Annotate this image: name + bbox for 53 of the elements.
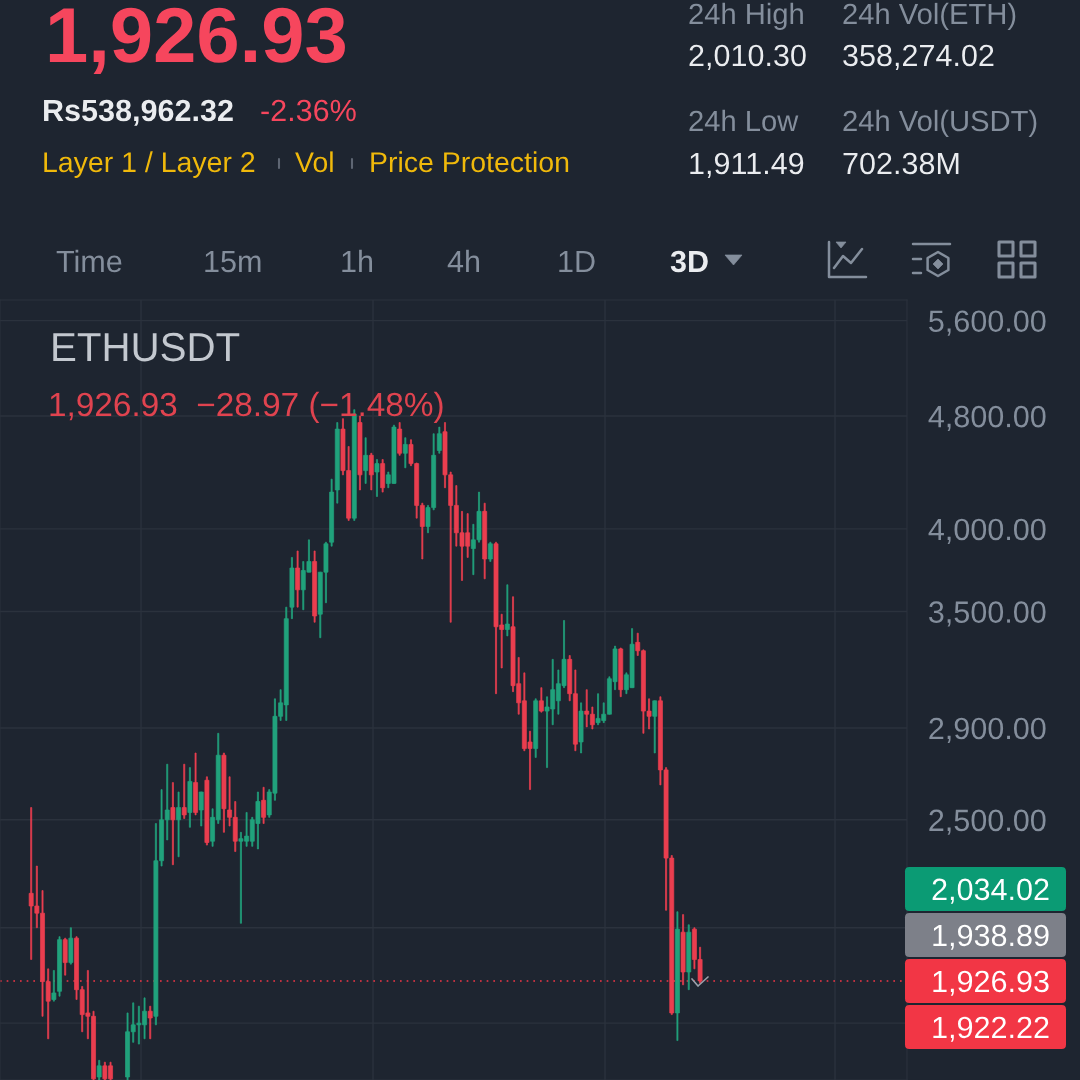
text: 4h (447, 249, 479, 272)
candlestick (181, 763, 187, 819)
y-tick-label: 3,500.00 (929, 601, 1046, 627)
text: 1,938.89 (933, 924, 1049, 950)
candlestick (436, 426, 442, 454)
text: 24h Low (689, 109, 799, 132)
candlestick (538, 687, 544, 713)
y-tick-label: 5,600.00 (929, 310, 1046, 336)
text: 1,926.93 (49, 7, 345, 75)
y-tick-label: 2,900.00 (929, 717, 1046, 743)
candlestick (368, 452, 374, 491)
text: ETHUSDT (53, 332, 240, 362)
text: 702.38M (843, 152, 959, 175)
candlestick (193, 752, 198, 816)
candlestick (170, 782, 176, 866)
text: 1,926.93 −28.97 (−1.48%) (50, 391, 443, 423)
candlestick (204, 776, 210, 846)
text: Price Protection (371, 151, 569, 173)
candlestick (652, 700, 658, 754)
y-tick-label: 4,800.00 (928, 405, 1046, 432)
text: 1D (559, 250, 595, 272)
text: Time (56, 249, 122, 273)
y-tick-label: 2,500.00 (929, 809, 1046, 835)
text: 2,010.30 (689, 44, 806, 70)
candlestick (363, 437, 369, 484)
candlestick (402, 437, 408, 469)
y-tick-label: 4,000.00 (928, 518, 1046, 544)
text: 24h Vol(USDT) (843, 109, 1037, 138)
candlestick (374, 459, 380, 497)
text: Rs538,962.32 (44, 99, 233, 126)
candlestick (147, 1005, 153, 1040)
text: 3D (670, 250, 708, 273)
ref-line-label: 1,926.93 (933, 970, 1049, 996)
text: 1,911.49 (690, 152, 804, 178)
candlestick (295, 550, 300, 608)
text: -2.36% (261, 99, 356, 122)
text: Layer 1 / Layer 2 (44, 151, 255, 178)
candlestick (176, 791, 181, 858)
candlestick (62, 937, 68, 976)
text: 15m (205, 250, 261, 273)
candlestick (261, 786, 266, 824)
text: 2,034.02 (932, 878, 1049, 904)
candlestick (578, 702, 584, 754)
text: Vol (295, 151, 333, 173)
text: 24h Vol(ETH) (843, 2, 1016, 31)
text: 1h (342, 249, 372, 272)
text: 358,274.02 (843, 44, 994, 70)
candlestick (504, 584, 510, 637)
candlestick (68, 927, 74, 965)
text: 24h High (689, 2, 803, 31)
candlestick (289, 557, 295, 620)
text: 1,922.22 (933, 1016, 1049, 1042)
candlestick (187, 767, 193, 828)
